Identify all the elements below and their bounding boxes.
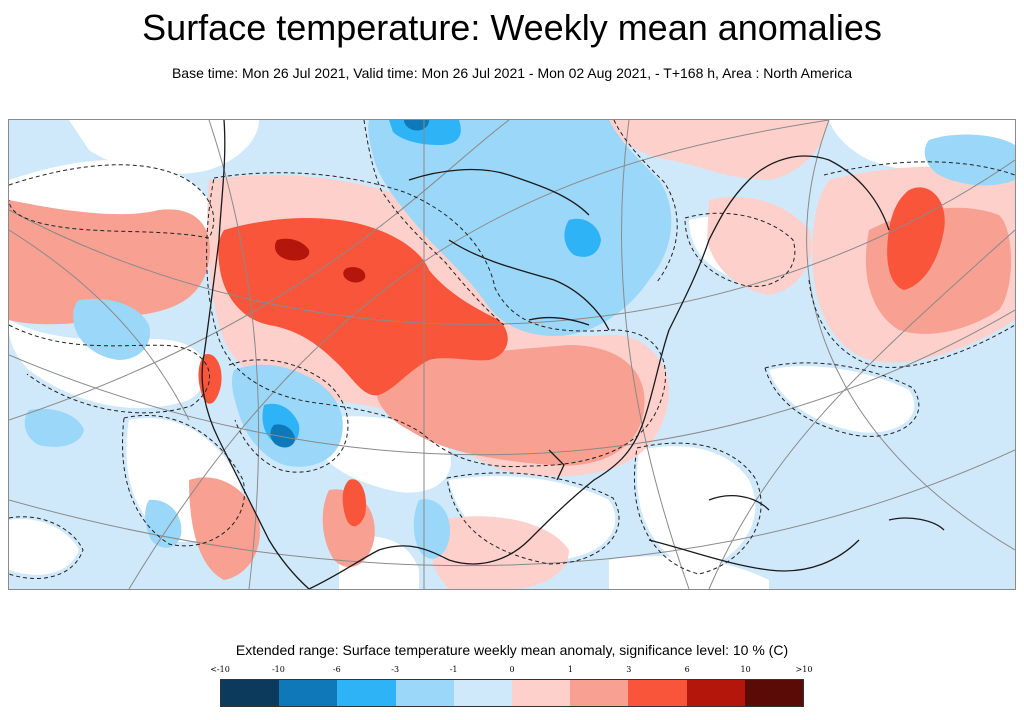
significance-contours xyxy=(9,120,1015,580)
chart-subtitle: Base time: Mon 26 Jul 2021, Valid time: … xyxy=(171,65,853,81)
anomaly-map xyxy=(8,119,1016,590)
chart-title: Surface temperature: Weekly mean anomali… xyxy=(142,7,882,48)
legend-tick: 3 xyxy=(626,665,632,674)
legend-tick: <-10 xyxy=(210,665,230,674)
legend-tick: -6 xyxy=(332,665,341,674)
legend-tick: 1 xyxy=(567,665,573,674)
legend-swatch xyxy=(279,680,338,706)
legend-swatch xyxy=(453,680,513,706)
legend-tick: >10 xyxy=(795,665,813,674)
coastlines xyxy=(201,120,945,589)
legend-swatch xyxy=(570,680,629,706)
legend-tick: 10 xyxy=(740,665,751,674)
legend-swatch xyxy=(744,680,804,706)
legend-swatch xyxy=(686,680,745,706)
legend-tick: 0 xyxy=(509,665,515,674)
legend-ticks: <-10 -10 -6 -3 -1 0 1 3 6 10 >10 xyxy=(205,664,821,676)
legend-swatch xyxy=(628,680,687,706)
strong-cold-spots xyxy=(270,120,429,448)
legend-swatch xyxy=(337,680,396,706)
graticule-lines xyxy=(9,120,1015,589)
legend-tick: -10 xyxy=(271,665,285,674)
legend-swatch xyxy=(221,680,280,706)
legend-tick: -1 xyxy=(449,665,458,674)
legend-title: Extended range: Surface temperature week… xyxy=(235,642,789,658)
legend-swatch xyxy=(395,680,454,706)
color-legend-bar xyxy=(220,679,804,707)
moderate-warm-regions xyxy=(9,200,1011,580)
legend-tick: -3 xyxy=(391,665,400,674)
legend-swatch xyxy=(512,680,571,706)
legend-tick: 6 xyxy=(684,665,690,674)
